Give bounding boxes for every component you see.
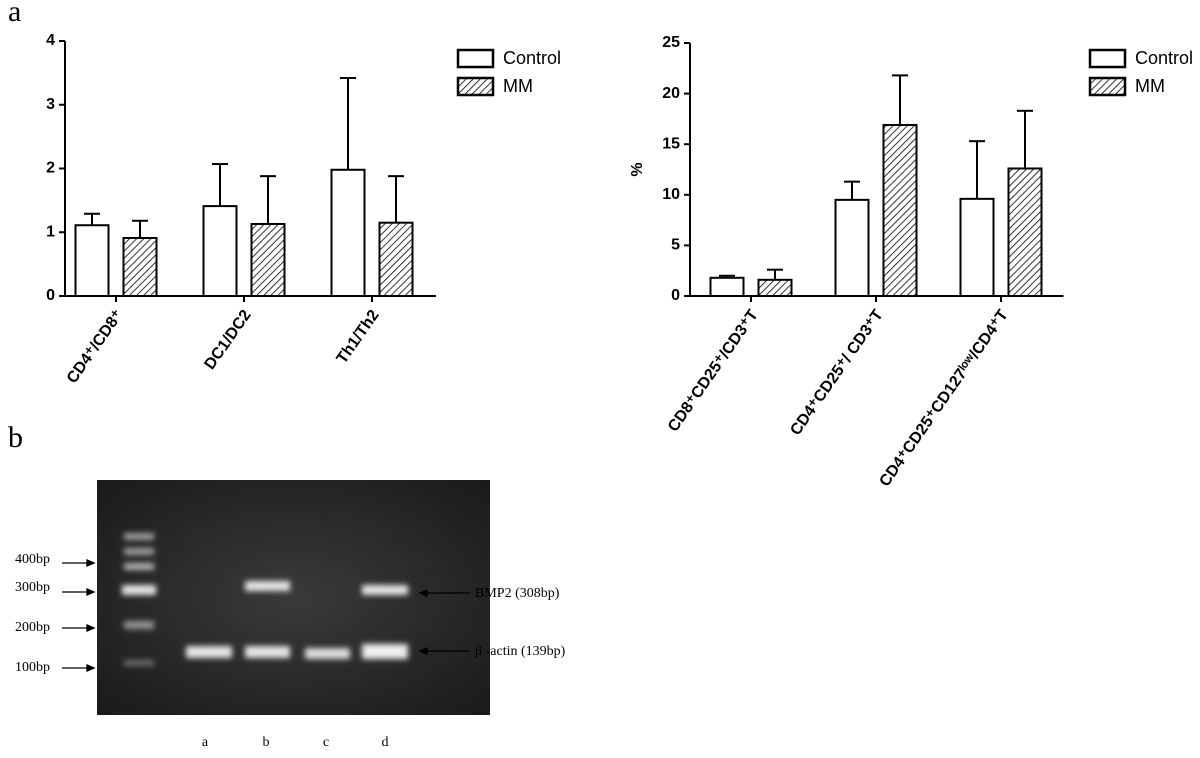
x-tick-label: Th1/Th2: [334, 307, 383, 367]
legend-swatch: [456, 48, 495, 69]
y-axis-label: %: [629, 162, 646, 176]
bar: [250, 222, 286, 297]
gel-arrows: [62, 559, 470, 672]
panel-label: b: [8, 421, 23, 454]
bar: [959, 197, 995, 298]
marker-label: 300bp: [15, 580, 50, 595]
bar: [882, 123, 918, 297]
bar: [330, 168, 366, 297]
bar: [122, 236, 158, 298]
lane-label: b: [263, 735, 270, 750]
x-tick-label: CD8⁺CD25⁺/CD3⁺T: [665, 307, 762, 435]
y-tick-label: 3: [46, 96, 55, 113]
bar: [378, 221, 414, 297]
lane-label: d: [382, 735, 389, 750]
x-tick-label: CD4⁺/CD8⁺: [64, 307, 127, 387]
bar: [202, 205, 238, 297]
band-label: BMP2 (308bp): [475, 586, 560, 601]
y-tick-label: 1: [46, 223, 55, 240]
legend-label: Control: [1135, 48, 1193, 68]
marker-label: 200bp: [15, 620, 50, 635]
bar: [1007, 167, 1043, 298]
y-tick-label: 2: [46, 160, 55, 177]
lane-label: a: [202, 735, 209, 750]
bar: [757, 278, 793, 298]
y-tick-label: 10: [662, 186, 680, 203]
bar: [74, 224, 110, 297]
y-tick-label: 0: [671, 287, 680, 304]
legend-swatch: [1088, 76, 1127, 97]
bar: [709, 276, 745, 297]
y-tick-label: 15: [662, 135, 680, 152]
y-tick-label: 5: [671, 237, 680, 254]
gel-image: [97, 480, 490, 715]
legend-label: Control: [503, 48, 561, 68]
x-tick-label: CD4⁺CD25⁺/ CD3⁺T: [787, 307, 886, 439]
legend-label: MM: [503, 76, 533, 96]
marker-label: 100bp: [15, 660, 50, 675]
panel-label: a: [8, 0, 21, 28]
legend-label: MM: [1135, 76, 1165, 96]
legend-swatch: [456, 76, 495, 97]
x-tick-label: DC1/DC2: [202, 307, 255, 373]
y-tick-label: 0: [46, 287, 55, 304]
marker-label: 400bp: [15, 552, 50, 567]
bar: [834, 198, 870, 297]
y-tick-label: 4: [46, 32, 55, 49]
y-tick-label: 25: [662, 34, 680, 51]
band-label: β -actin (139bp): [475, 644, 566, 659]
x-tick-label: CD4⁺CD25⁺CD127ˡᵒʷ/CD4⁺T: [877, 307, 1012, 490]
y-tick-label: 20: [662, 85, 680, 102]
lane-label: c: [323, 735, 329, 750]
legend-swatch: [1088, 48, 1127, 69]
